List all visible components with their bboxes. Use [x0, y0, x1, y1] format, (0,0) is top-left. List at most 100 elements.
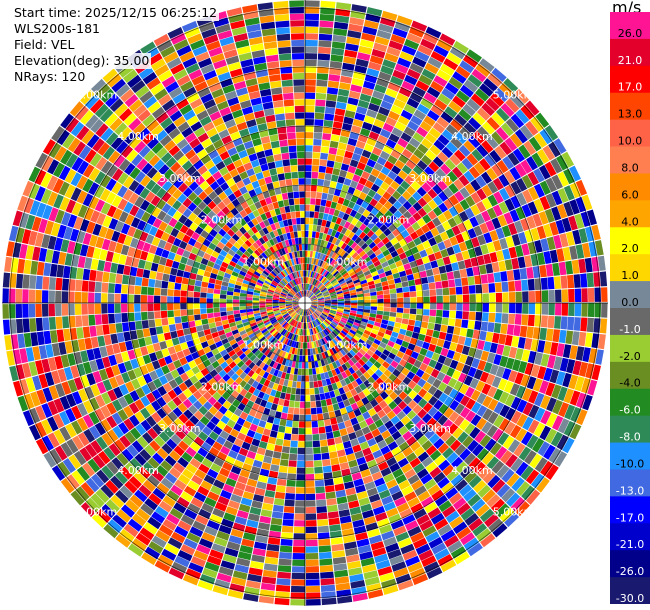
range-gate	[291, 579, 305, 586]
range-gate	[388, 214, 398, 224]
range-gate	[522, 291, 529, 303]
range-gate	[275, 348, 282, 356]
range-gate	[565, 330, 574, 345]
range-gate	[292, 381, 297, 388]
range-gate	[396, 410, 407, 421]
range-gate	[319, 27, 333, 35]
range-gate	[275, 355, 281, 363]
range-gate	[424, 478, 437, 490]
range-gate	[368, 102, 380, 113]
range-gate	[289, 400, 295, 408]
range-gate	[76, 267, 84, 280]
range-gate	[540, 238, 550, 252]
range-gate	[15, 304, 23, 319]
range-gate	[296, 381, 301, 389]
range-gate	[422, 240, 431, 249]
range-gate	[187, 309, 194, 316]
range-gate	[234, 564, 249, 574]
range-gate	[443, 209, 453, 221]
range-gate	[314, 205, 320, 212]
range-gate	[348, 286, 356, 291]
range-gate	[496, 107, 510, 122]
range-gate	[486, 135, 499, 149]
range-gate	[374, 434, 384, 444]
range-gate	[417, 197, 428, 208]
range-gate	[388, 484, 401, 495]
range-gate	[375, 318, 382, 324]
range-gate	[553, 356, 563, 371]
range-gate	[572, 360, 582, 376]
range-gate	[435, 316, 443, 325]
range-gate	[314, 387, 320, 395]
range-gate	[200, 287, 208, 293]
range-gate	[480, 244, 489, 255]
range-gate	[464, 258, 472, 269]
range-gate	[285, 493, 295, 500]
range-gate	[344, 307, 351, 310]
range-gate	[332, 195, 340, 203]
range-gate	[327, 370, 334, 378]
range-gate	[308, 291, 312, 298]
range-gate	[305, 421, 312, 428]
range-gate	[463, 537, 479, 551]
range-gate	[402, 200, 412, 211]
range-gate	[306, 309, 308, 316]
range-gate	[291, 340, 295, 348]
range-gate	[333, 223, 340, 231]
range-gate	[530, 116, 544, 132]
range-gate	[61, 303, 69, 316]
range-gate	[275, 438, 284, 446]
range-gate	[308, 308, 313, 314]
range-gate	[312, 321, 316, 328]
range-gate	[498, 418, 510, 432]
range-gate	[370, 233, 378, 241]
range-gate	[467, 542, 483, 557]
range-gate	[424, 262, 432, 271]
range-gate	[345, 323, 352, 329]
range-gate	[330, 332, 336, 339]
range-gate	[311, 285, 315, 292]
range-gate	[447, 540, 463, 554]
range-gate	[249, 423, 258, 432]
range-gate	[459, 187, 470, 199]
range-gate	[467, 493, 481, 507]
range-gate	[305, 132, 314, 139]
range-gate	[319, 339, 324, 346]
range-gate	[374, 477, 386, 487]
range-gate	[302, 322, 304, 329]
range-gate	[475, 284, 483, 294]
range-gate	[303, 316, 305, 323]
range-gate	[349, 270, 356, 277]
range-gate	[416, 514, 430, 526]
range-gate	[499, 404, 511, 418]
range-gate	[254, 453, 265, 462]
range-gate	[330, 417, 338, 425]
range-gate	[284, 426, 292, 434]
range-gate	[313, 288, 319, 294]
range-gate	[16, 273, 24, 289]
range-gate	[463, 122, 477, 135]
range-gate	[401, 485, 414, 496]
range-gate	[376, 483, 388, 493]
range-gate	[323, 248, 329, 255]
range-gate	[563, 388, 574, 404]
range-gate	[323, 358, 329, 366]
range-gate	[376, 253, 385, 260]
range-gate	[459, 84, 474, 98]
range-gate	[313, 218, 318, 225]
range-gate	[521, 243, 530, 256]
range-gate	[249, 560, 264, 570]
range-gate	[437, 213, 447, 224]
range-gate	[532, 438, 545, 453]
range-gate	[372, 90, 385, 100]
range-gate	[318, 283, 324, 289]
range-gate	[361, 87, 374, 96]
range-gate	[407, 474, 420, 485]
range-gate	[309, 307, 315, 312]
range-gate	[50, 330, 58, 344]
range-gate	[320, 446, 329, 454]
range-gate	[355, 377, 363, 386]
range-gate	[337, 240, 344, 248]
range-gate	[295, 321, 299, 328]
range-gate	[306, 277, 308, 284]
